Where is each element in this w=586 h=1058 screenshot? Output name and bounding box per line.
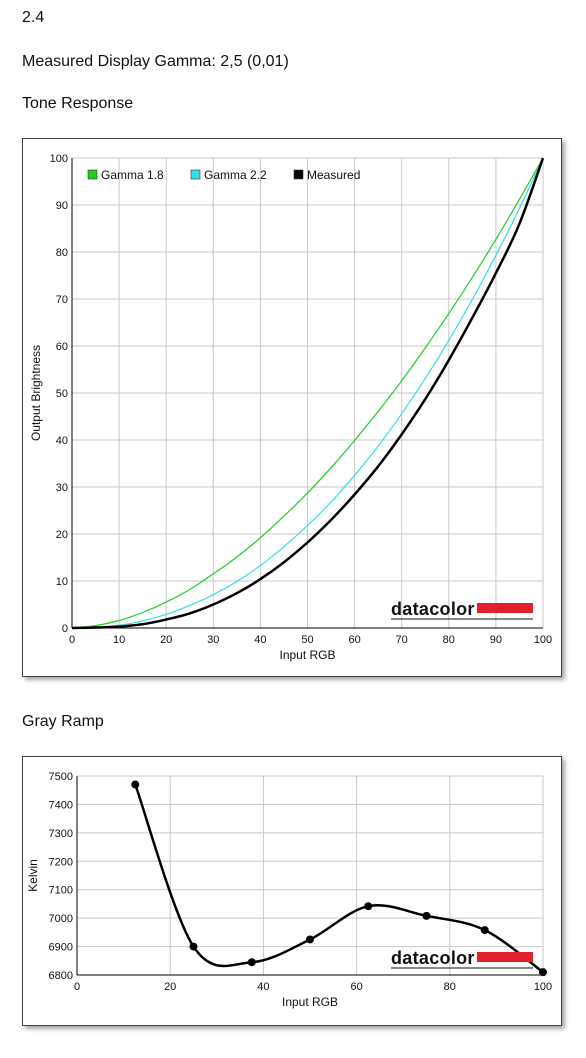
legend-swatch (293, 169, 304, 180)
x-tick-label: 50 (301, 634, 313, 646)
y-tick-label: 7200 (49, 856, 73, 868)
series-line-measured (71, 157, 545, 630)
x-tick-label: 0 (69, 634, 75, 646)
x-tick-label: 60 (350, 981, 362, 993)
series-line-gamma-2-2 (71, 157, 544, 629)
x-tick-label: 80 (443, 634, 455, 646)
x-tick-label: 70 (396, 634, 408, 646)
y-tick-label: 6900 (49, 942, 73, 954)
brand-logo-text: datacolor (391, 599, 475, 619)
data-point (480, 926, 489, 935)
brand-logo-text: datacolor (391, 948, 475, 968)
y-tick-label: 10 (56, 576, 68, 588)
x-tick-label: 10 (113, 634, 125, 646)
y-tick-label: 0 (62, 623, 68, 635)
y-tick-label: 40 (56, 435, 68, 447)
data-point (189, 942, 198, 951)
x-axis-label: Input RGB (282, 995, 338, 1009)
legend-entry: Gamma 2.2 (204, 168, 267, 182)
y-tick-label: 7300 (49, 828, 73, 840)
legend-swatch (87, 169, 98, 180)
gray-ramp-title: Gray Ramp (22, 713, 104, 730)
x-tick-label: 100 (534, 981, 552, 993)
legend-entry: Gamma 1.8 (101, 168, 164, 182)
x-tick-label: 0 (74, 981, 80, 993)
x-tick-label: 100 (534, 634, 552, 646)
x-tick-label: 40 (257, 981, 269, 993)
y-tick-label: 80 (56, 247, 68, 259)
data-point (306, 935, 314, 944)
series-line-measured-kelvin (134, 784, 544, 974)
x-tick-label: 60 (348, 634, 360, 646)
y-tick-label: 50 (56, 388, 68, 400)
y-axis-label: Kelvin (26, 859, 40, 892)
measured-gamma-text: Measured Display Gamma: 2,5 (0,01) (22, 53, 289, 70)
y-tick-label: 20 (56, 529, 68, 541)
y-axis-label: Output Brightness (29, 345, 43, 441)
legend-entry: Measured (307, 168, 360, 182)
y-tick-label: 6800 (49, 970, 73, 982)
brand-logo-bar (477, 952, 533, 962)
x-tick-label: 20 (164, 981, 176, 993)
x-axis-label: Input RGB (279, 648, 335, 662)
y-tick-label: 70 (56, 294, 68, 306)
y-tick-label: 7500 (49, 771, 73, 783)
gray-ramp-chart: 0 20 40 60 80 100 6800 6900 7000 7100 7200 7300 7400… (22, 756, 562, 1026)
data-point (131, 780, 140, 789)
y-tick-label: 7000 (49, 913, 73, 925)
y-tick-label: 90 (56, 200, 68, 212)
data-point (422, 911, 431, 920)
x-tick-label: 80 (444, 981, 456, 993)
data-point (247, 958, 256, 967)
x-tick-label: 20 (160, 634, 172, 646)
gray-ramp-svg: 0 20 40 60 80 100 6800 6900 7000 7100 7200 7300 7400… (26, 771, 552, 1009)
x-tick-label: 90 (490, 634, 502, 646)
gamma-value: 2.4 (22, 9, 45, 26)
series-line-gamma-1-8 (71, 157, 544, 629)
y-tick-label: 30 (56, 482, 68, 494)
legend-swatch (190, 169, 201, 180)
tone-response-title: Tone Response (22, 95, 134, 112)
data-point (364, 902, 373, 911)
y-tick-label: 7100 (49, 885, 73, 897)
y-tick-label: 60 (56, 341, 68, 353)
y-tick-label: 7400 (49, 799, 73, 811)
tone-response-svg: 0 10 20 30 40 50 60 70 80 90 100 0 10 20 30 40 50 60 70 80 9… (29, 153, 552, 662)
y-tick-label: 100 (50, 153, 68, 165)
tone-response-chart: 0 10 20 30 40 50 60 70 80 90 100 0 10 20 30 40 50 60 70 80 9… (22, 138, 562, 677)
x-tick-label: 40 (254, 634, 266, 646)
data-point (539, 968, 547, 977)
brand-logo-bar (477, 603, 533, 613)
x-tick-label: 30 (207, 634, 219, 646)
